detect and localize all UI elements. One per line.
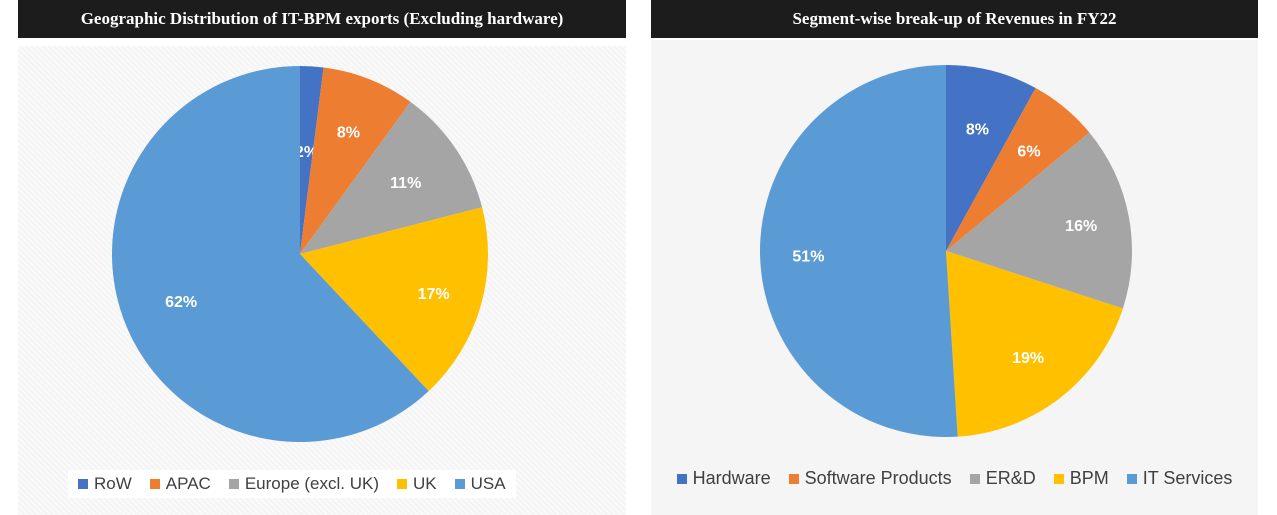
chart-area: 8% 6% 16% 19% 51% Hardware Software Products E…	[651, 40, 1258, 515]
legend-label: APAC	[165, 474, 211, 493]
pie-slice-europe-excl-uk	[300, 101, 483, 254]
data-label-row: 2%	[295, 144, 318, 161]
pie-slice-row	[300, 66, 324, 254]
data-label-bpm: 19%	[1012, 350, 1044, 367]
pie-slice-uk	[300, 207, 488, 392]
pie-slice-er-d	[946, 132, 1132, 309]
chart-legend: RoW APAC Europe (excl. UK) UK USA	[68, 470, 516, 498]
data-label-software-products: 6%	[1017, 144, 1040, 161]
data-label-usa: 62%	[165, 294, 197, 311]
pie-slice-hardware	[946, 65, 1036, 251]
legend-swatch	[149, 479, 160, 489]
legend-label: ER&D	[985, 468, 1036, 488]
chart-area: 2% 8% 11% 17% 62% RoW APAC Europe (excl. UK) UK…	[18, 46, 626, 515]
data-label-it-services: 51%	[792, 248, 824, 265]
legend-item-it-services: IT Services	[1126, 468, 1233, 489]
legend-item-uk: UK	[397, 474, 437, 494]
legend-label: IT Services	[1142, 468, 1233, 488]
pie-chart-geographic: 2% 8% 11% 17% 62%	[111, 66, 488, 442]
legend-swatch	[78, 479, 88, 489]
chart-panel-geographic: Geographic Distribution of IT-BPM export…	[18, 0, 626, 515]
legend-swatch	[969, 473, 980, 484]
legend-label: BPM	[1069, 468, 1109, 488]
legend-label: Europe (excl. UK)	[244, 474, 379, 493]
legend-item-usa: USA	[454, 474, 506, 494]
legend-item-row: RoW	[78, 474, 132, 494]
data-label-apac: 8%	[337, 125, 360, 142]
legend-label: UK	[413, 474, 437, 493]
chart-title: Segment-wise break-up of Revenues in FY2…	[651, 0, 1258, 38]
legend-label: RoW	[94, 474, 132, 493]
pie-chart-segment: 8% 6% 16% 19% 51%	[759, 65, 1132, 437]
legend-label: USA	[470, 474, 506, 493]
legend-item-europe-excl-uk: Europe (excl. UK)	[228, 474, 379, 494]
legend-swatch	[676, 473, 687, 484]
data-label-hardware: 8%	[966, 121, 989, 138]
legend-item-er-d: ER&D	[969, 468, 1036, 489]
pie-slice-bpm	[946, 251, 1123, 437]
chart-legend: Hardware Software Products ER&D BPM IT Servi…	[651, 464, 1258, 493]
legend-swatch	[1126, 473, 1137, 484]
data-label-er-d: 16%	[1065, 218, 1097, 235]
legend-swatch	[454, 479, 465, 489]
chart-panel-segment: Segment-wise break-up of Revenues in FY2…	[651, 0, 1258, 515]
chart-title: Geographic Distribution of IT-BPM export…	[18, 0, 626, 38]
pie-slice-apac	[300, 67, 411, 254]
legend-label: Software Products	[804, 468, 952, 488]
data-label-europe-excl-uk: 11%	[390, 175, 421, 192]
legend-swatch	[397, 479, 407, 489]
legend-swatch	[228, 479, 239, 489]
pie-slice-it-services	[759, 65, 958, 437]
legend-swatch	[1053, 473, 1064, 484]
data-label-uk: 17%	[418, 286, 450, 303]
legend-label: Hardware	[692, 468, 771, 488]
legend-item-hardware: Hardware	[676, 468, 771, 489]
legend-item-apac: APAC	[149, 474, 211, 494]
legend-swatch	[788, 473, 799, 484]
legend-item-software-products: Software Products	[788, 468, 952, 489]
legend-item-bpm: BPM	[1053, 468, 1109, 489]
pie-slice-usa	[111, 66, 429, 442]
pie-slice-software-products	[946, 88, 1090, 251]
